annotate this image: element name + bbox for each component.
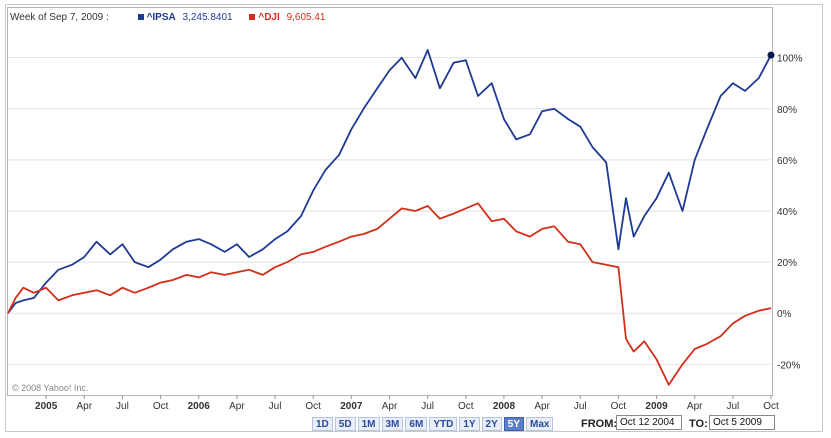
x-tick-label: Jul [726,401,739,412]
range-button-3m[interactable]: 3M [381,417,404,431]
dji-legend-value: 9,605.41 [286,12,326,23]
x-tick-label: Apr [382,401,398,412]
week-label: Week of Sep 7, 2009 : [10,12,109,23]
series-layer [7,49,775,386]
copyright-text: © 2008 Yahoo! Inc. [12,383,88,393]
y-axis: 100% 80% 60% 40% 20% 0% -20% [777,54,803,372]
x-tick-label: Apr [77,401,93,412]
dji-legend-swatch [249,13,256,20]
y-tick-label: 0% [777,309,792,320]
x-axis: 2005 Apr Jul Oct 2006 Apr Jul Oct 2007 Apr Jul Oct 2… [35,395,779,412]
y-tick-label: -20% [777,360,800,371]
dji-legend-symbol: ^DJI [258,12,280,23]
x-tick-label: 2008 [493,401,516,412]
x-tick-label: 2007 [340,401,363,412]
x-tick-label: Oct [305,401,321,412]
x-tick-label: 2009 [645,401,668,412]
x-tick-label: Apr [534,401,550,412]
x-tick-label: Jul [574,401,587,412]
x-tick-label: Apr [687,401,703,412]
range-button-max[interactable]: Max [526,417,554,431]
range-button-1y[interactable]: 1Y [459,417,480,431]
chart-legend: Week of Sep 7, 2009 : ^IPSA 3,245.8401 ^… [10,9,772,27]
x-tick-label: Jul [116,401,129,412]
series-line-ipsa [7,49,772,314]
ipsa-legend-swatch [137,13,144,20]
x-tick-label: 2005 [35,401,58,412]
range-button-5y[interactable]: 5Y [503,417,525,431]
series-line-dji [7,202,772,386]
y-tick-label: 20% [777,258,797,269]
range-button-2y[interactable]: 2Y [481,417,502,431]
y-tick-label: 60% [777,156,797,167]
x-tick-label: Oct [611,401,627,412]
x-tick-label: Jul [421,401,434,412]
y-tick-label: 100% [777,54,803,65]
range-button-1m[interactable]: 1M [357,417,380,431]
x-tick-label: Jul [269,401,282,412]
grid-layer [8,57,771,365]
from-label: FROM: [581,418,618,430]
to-date-input[interactable] [709,415,775,430]
range-button-1d[interactable]: 1D [312,417,333,431]
ipsa-legend-value: 3,245.8401 [182,12,233,23]
range-button-5d[interactable]: 5D [334,417,356,431]
x-tick-label: Oct [458,401,474,412]
to-label: TO: [689,418,708,430]
y-tick-label: 40% [777,207,797,218]
x-tick-label: Oct [153,401,169,412]
range-button-6m[interactable]: 6M [405,417,428,431]
ipsa-legend-symbol: ^IPSA [146,12,176,23]
from-date-input[interactable] [616,415,682,430]
x-tick-label: Apr [229,401,245,412]
y-tick-label: 80% [777,105,797,116]
range-button-ytd[interactable]: YTD [429,417,458,431]
range-buttons: 1D 5D 1M 3M 6M YTD 1Y 2Y 5Y Max [312,417,554,431]
x-tick-label: 2006 [188,401,211,412]
ipsa-endpoint-marker [767,51,775,59]
x-tick-label: Oct [763,401,779,412]
